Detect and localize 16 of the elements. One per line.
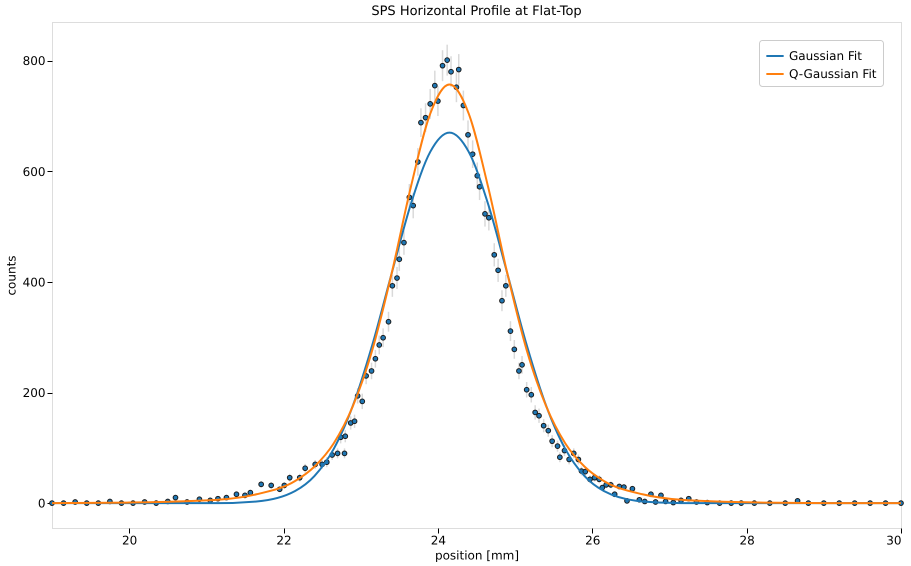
x-tick-label: 20 — [122, 534, 138, 548]
legend-label: Gaussian Fit — [789, 49, 862, 63]
x-tick-label: 26 — [585, 534, 600, 548]
chart-title: SPS Horizontal Profile at Flat-Top — [371, 4, 582, 19]
y-tick-label: 0 — [38, 496, 46, 511]
y-tick-label: 400 — [22, 275, 46, 290]
x-tick-label: 28 — [739, 534, 755, 548]
y-tick-label: 800 — [22, 54, 46, 68]
y-axis-title: counts — [4, 255, 19, 296]
x-tick-label: 24 — [430, 534, 446, 548]
x-tick-label: 22 — [276, 534, 292, 548]
x-tick-label: 30 — [886, 534, 902, 548]
x-axis-title: position [mm] — [434, 548, 520, 562]
y-tick-label: 200 — [22, 386, 46, 400]
legend-label: Q-Gaussian Fit — [789, 67, 877, 81]
y-tick-label: 600 — [22, 164, 46, 179]
